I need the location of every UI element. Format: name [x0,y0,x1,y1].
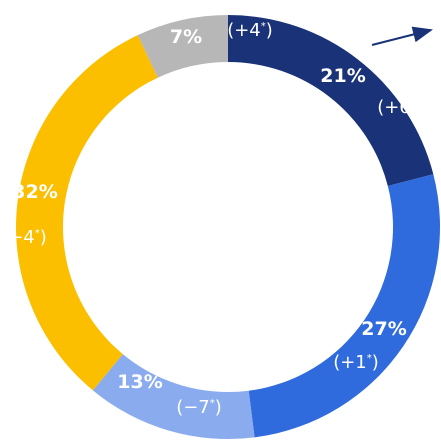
slice-change-label: (+6*) [377,97,423,118]
slice-percent-label: 27% [361,318,406,340]
slice-change-label: (−7*) [176,397,222,418]
donut-slice-7 [137,15,228,78]
slice-percent-label: 7% [170,26,202,48]
donut-slice-32 [15,35,158,391]
slice-percent-label: 21% [320,65,365,87]
slice-percent-label: 13% [117,371,162,393]
pointer-arrow [371,26,433,46]
slice-percent-label: 32% [12,181,57,203]
slice-change-label: (−4*) [1,227,47,248]
donut-slice-13 [92,354,255,439]
donut-slice-21 [228,15,434,186]
slice-change-label: (+1*) [333,352,379,373]
slice-change-label: (+4*) [227,20,273,41]
donut-slice-27 [248,174,440,438]
